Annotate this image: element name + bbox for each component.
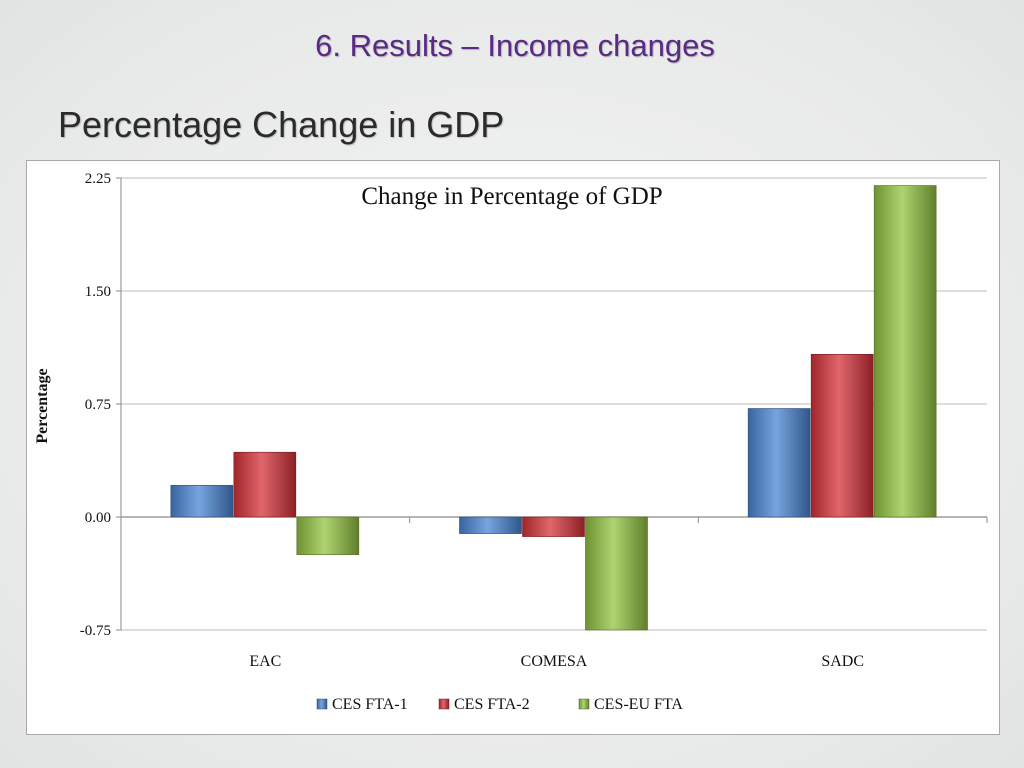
bar-comesa-ces-fta-1 [459,516,522,534]
bar-comesa-ces-eu-fta [585,516,648,631]
bar-comesa-ces-fta-2 [522,516,585,537]
bar-eac-ces-eu-fta [296,516,360,555]
y-axis-label: Percentage [34,368,51,443]
legend-label: CES FTA-2 [454,696,530,713]
chart-title: Change in Percentage of GDP [361,183,662,210]
bar-eac-ces-fta-1 [170,485,234,518]
axes: -0.75 0.00 0.75 1.50 2.25 EAC COMESA SADC [80,171,988,670]
slide-subtitle: Percentage Change in GDP [58,104,505,145]
y-tick-label: 0.00 [85,510,111,526]
bar-sadc-ces-eu-fta [873,185,937,518]
legend: CES FTA-1 CES FTA-2 CES-EU FTA [316,696,683,713]
legend-swatch [438,698,450,710]
y-tick-label: -0.75 [80,623,111,639]
x-tick-label: COMESA [521,653,588,670]
bar-chart: -0.75 0.00 0.75 1.50 2.25 EAC COMESA SADC Chang… [34,171,988,713]
y-tick-label: 2.25 [85,171,111,187]
legend-swatch [316,698,328,710]
y-tick-label: 1.50 [85,284,111,300]
legend-label: CES-EU FTA [594,696,683,713]
bar-sadc-ces-fta-1 [747,408,811,518]
bar-eac-ces-fta-2 [233,451,297,518]
slide-heading: 6. Results – Income changes [315,28,715,63]
legend-swatch [578,698,590,710]
bars [170,185,937,631]
chart-container: -0.75 0.00 0.75 1.50 2.25 EAC COMESA SADC Chang… [26,160,1000,735]
legend-label: CES FTA-1 [332,696,408,713]
x-tick-label: EAC [249,653,281,670]
y-tick-label: 0.75 [85,397,111,413]
x-tick-label: SADC [821,653,864,670]
bar-sadc-ces-fta-2 [810,353,874,518]
